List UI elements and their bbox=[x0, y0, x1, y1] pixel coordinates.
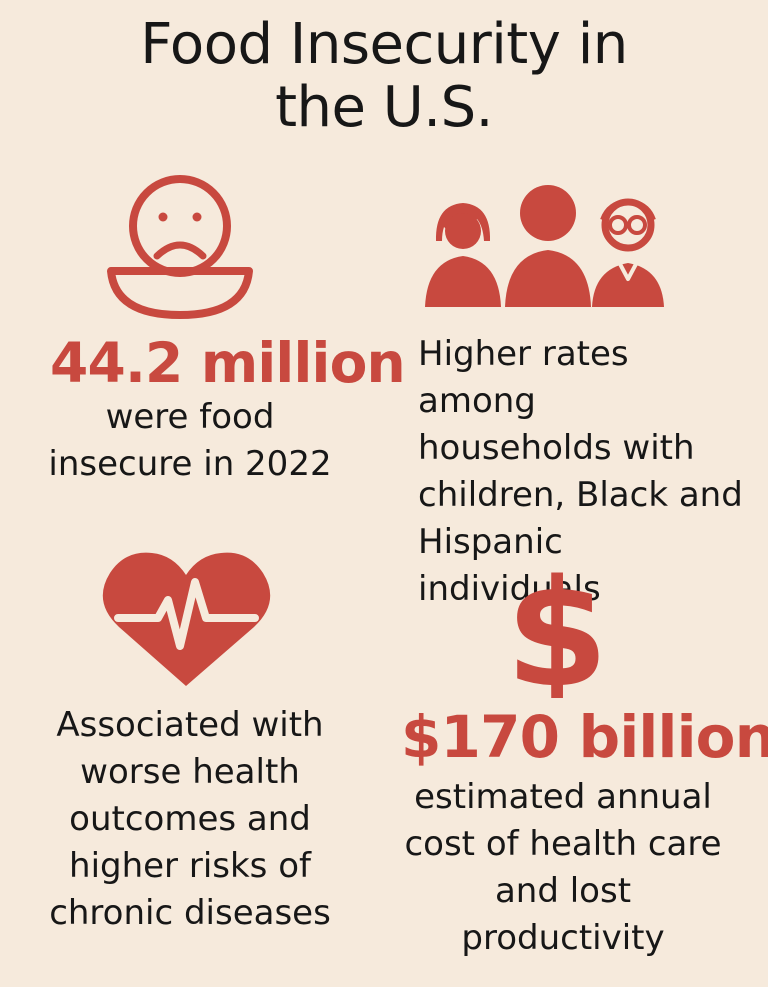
demographics-line-2: households with bbox=[418, 427, 695, 468]
health-line-1: Associated with bbox=[56, 705, 324, 745]
cost-line-2: cost of health care bbox=[404, 823, 722, 864]
cost-description: estimated annual cost of health care and… bbox=[388, 774, 738, 962]
page-title: Food Insecurity in the U.S. bbox=[40, 12, 728, 140]
health-line-5: chronic diseases bbox=[49, 892, 331, 933]
demographics-line-4: Hispanic individuals bbox=[418, 521, 601, 609]
cost-line-3: and lost productivity bbox=[461, 870, 665, 958]
food-insecure-line-1: were food bbox=[105, 397, 275, 437]
demographics-line-1: Higher rates among bbox=[418, 334, 629, 421]
sad-bowl-icon bbox=[103, 174, 257, 320]
health-line-3: outcomes and bbox=[69, 798, 311, 839]
people-group-icon bbox=[423, 181, 673, 309]
svg-text:$: $ bbox=[508, 557, 606, 698]
cost-stat: $170 billion bbox=[401, 703, 768, 771]
health-line-2: worse health bbox=[80, 751, 300, 792]
title-line-1: Food Insecurity in bbox=[140, 12, 628, 77]
heart-pulse-icon bbox=[100, 548, 273, 690]
title-line-2: the U.S. bbox=[275, 74, 493, 140]
food-insecure-stat: 44.2 million bbox=[50, 331, 406, 395]
food-insecure-description: were food insecure in 2022 bbox=[40, 394, 340, 488]
cost-line-1: estimated annual bbox=[414, 777, 712, 817]
health-description: Associated with worse health outcomes an… bbox=[20, 702, 360, 937]
health-line-4: higher risks of bbox=[69, 845, 311, 886]
demographics-line-3: children, Black and bbox=[418, 474, 743, 515]
food-insecure-line-2: insecure in 2022 bbox=[48, 443, 332, 484]
dollar-sign-icon: $ bbox=[508, 557, 606, 698]
demographics-description: Higher rates among households with child… bbox=[418, 331, 750, 612]
